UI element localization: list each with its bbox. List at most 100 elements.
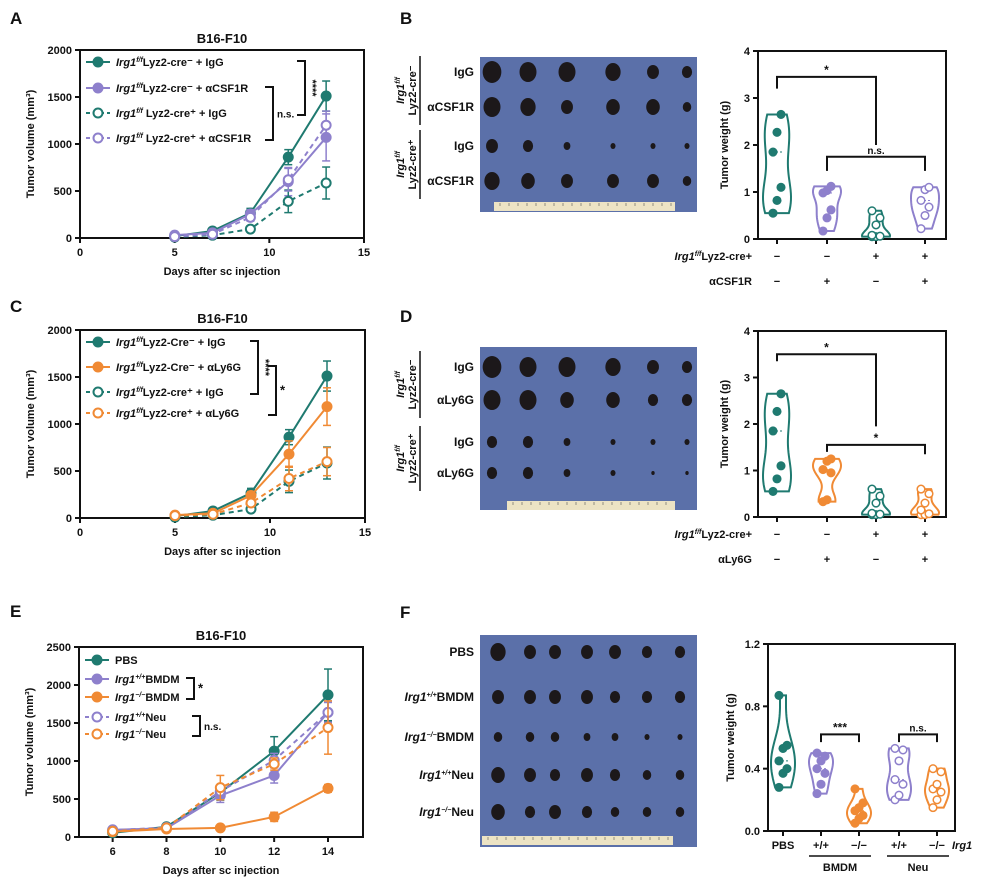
panel-letter-F: F [400,603,410,622]
data-point [822,495,832,505]
data-point [916,224,926,234]
label-text: BMDM [437,690,474,704]
series-line [174,124,327,238]
violin-group-1 [811,454,843,522]
condition-value: + [873,529,879,541]
data-point [268,811,280,823]
data-point [812,748,822,758]
data-point [916,195,926,206]
y-tick-label: 500 [54,186,72,198]
tumor [550,732,560,742]
tumor [647,360,659,374]
x-tick-label: 0 [77,247,83,259]
tumor [681,66,693,78]
tumor [483,390,501,410]
data-point [772,127,782,137]
group-label: Lyz2-cre⁻ [407,359,419,409]
line-chart-E: 0 500 1000 1500 2000 2500 Tumor volume (mm³) 6 8… [24,628,364,877]
data-point [214,822,226,834]
gene-name: Irg1 [116,108,136,120]
tumor [647,174,659,188]
label-text: PBS [115,655,138,667]
data-point [894,790,904,800]
tumor [522,140,534,152]
tumor [684,439,690,445]
category-label: −/− [929,840,945,852]
condition-value: − [774,276,780,288]
data-point [932,795,942,805]
gene-name: Irg1 [395,378,407,398]
tumor [561,174,573,188]
series-1 [107,700,334,836]
legend-marker [91,691,103,703]
data-point [928,803,938,813]
data-point [772,474,782,484]
label-text: αCSF1R [709,276,752,288]
significance-label: n.s. [909,723,926,734]
tumor [677,734,683,740]
significance-bracket [826,155,926,171]
y-tick-label: 0 [65,832,71,844]
data-point [776,109,786,119]
data-point [826,205,836,215]
tumor [610,143,616,149]
tumor [606,392,620,408]
data-point [282,195,294,207]
tumor [610,807,620,817]
data-point [207,508,219,520]
legend-label: Irg1f/fLyz2-Cre⁻ + αLy6G [116,362,241,374]
data-point [820,751,830,761]
y-axis-label: Tumor volume (mm³) [25,369,37,478]
significance-bracket [776,75,877,145]
legend-marker [91,654,103,666]
y-axis-label: Tumor volume (mm³) [25,89,37,198]
condition-value: − [873,554,879,566]
data-point [867,230,877,240]
row-label: Irg1+/+BMDM [405,690,474,704]
data-point [867,206,877,216]
significance-label: n.s. [867,146,884,157]
tumor [610,470,616,476]
label-text: Lyz2-cre⁺ + αCSF1R [143,133,252,145]
group-label-gene: Irg1f/f [395,370,407,397]
ruler [494,202,675,211]
data-point [774,756,784,766]
data-point [818,465,828,475]
gene-name: Irg1 [116,387,136,399]
gene-name: Irg1 [116,83,136,95]
tumor [650,439,656,445]
data-point [772,195,782,206]
row-label: IgG [454,65,474,79]
condition-row-label: αCSF1R [709,276,752,288]
significance-label: n.s. [277,110,294,121]
data-point [875,491,885,501]
data-point [782,764,792,774]
category-label: +/+ [813,840,829,852]
data-point [322,722,334,734]
x-axis-label: Days after sc injection [164,266,281,278]
legend-marker [92,336,104,348]
tumor [650,143,656,149]
gene-name: Irg1 [116,362,136,374]
data-point [776,461,786,471]
violin-group-1 [811,181,843,244]
x-axis-label: Days after sc injection [164,546,281,558]
genotype-superscript: f/f [136,362,143,369]
data-point [107,825,119,837]
gene-name: Irg1 [116,133,136,145]
data-point [850,784,860,794]
label-text: αLy6G [718,554,752,566]
series-line [174,460,328,517]
significance-label: * [280,383,286,398]
violin-chart-F: 0.0 0.4 0.8 1.2 Tumor weight (g) *** n.s. PBS +/… [725,639,972,874]
label-text: Lyz2-cre⁻ + IgG [143,57,224,69]
data-point [782,740,792,750]
x-tick-label: 10 [263,247,275,259]
series-4 [107,700,334,837]
condition-value: − [774,554,780,566]
data-point [871,220,881,230]
data-point [169,231,181,243]
x-tick-label: 6 [110,846,116,858]
tumor [563,469,571,477]
